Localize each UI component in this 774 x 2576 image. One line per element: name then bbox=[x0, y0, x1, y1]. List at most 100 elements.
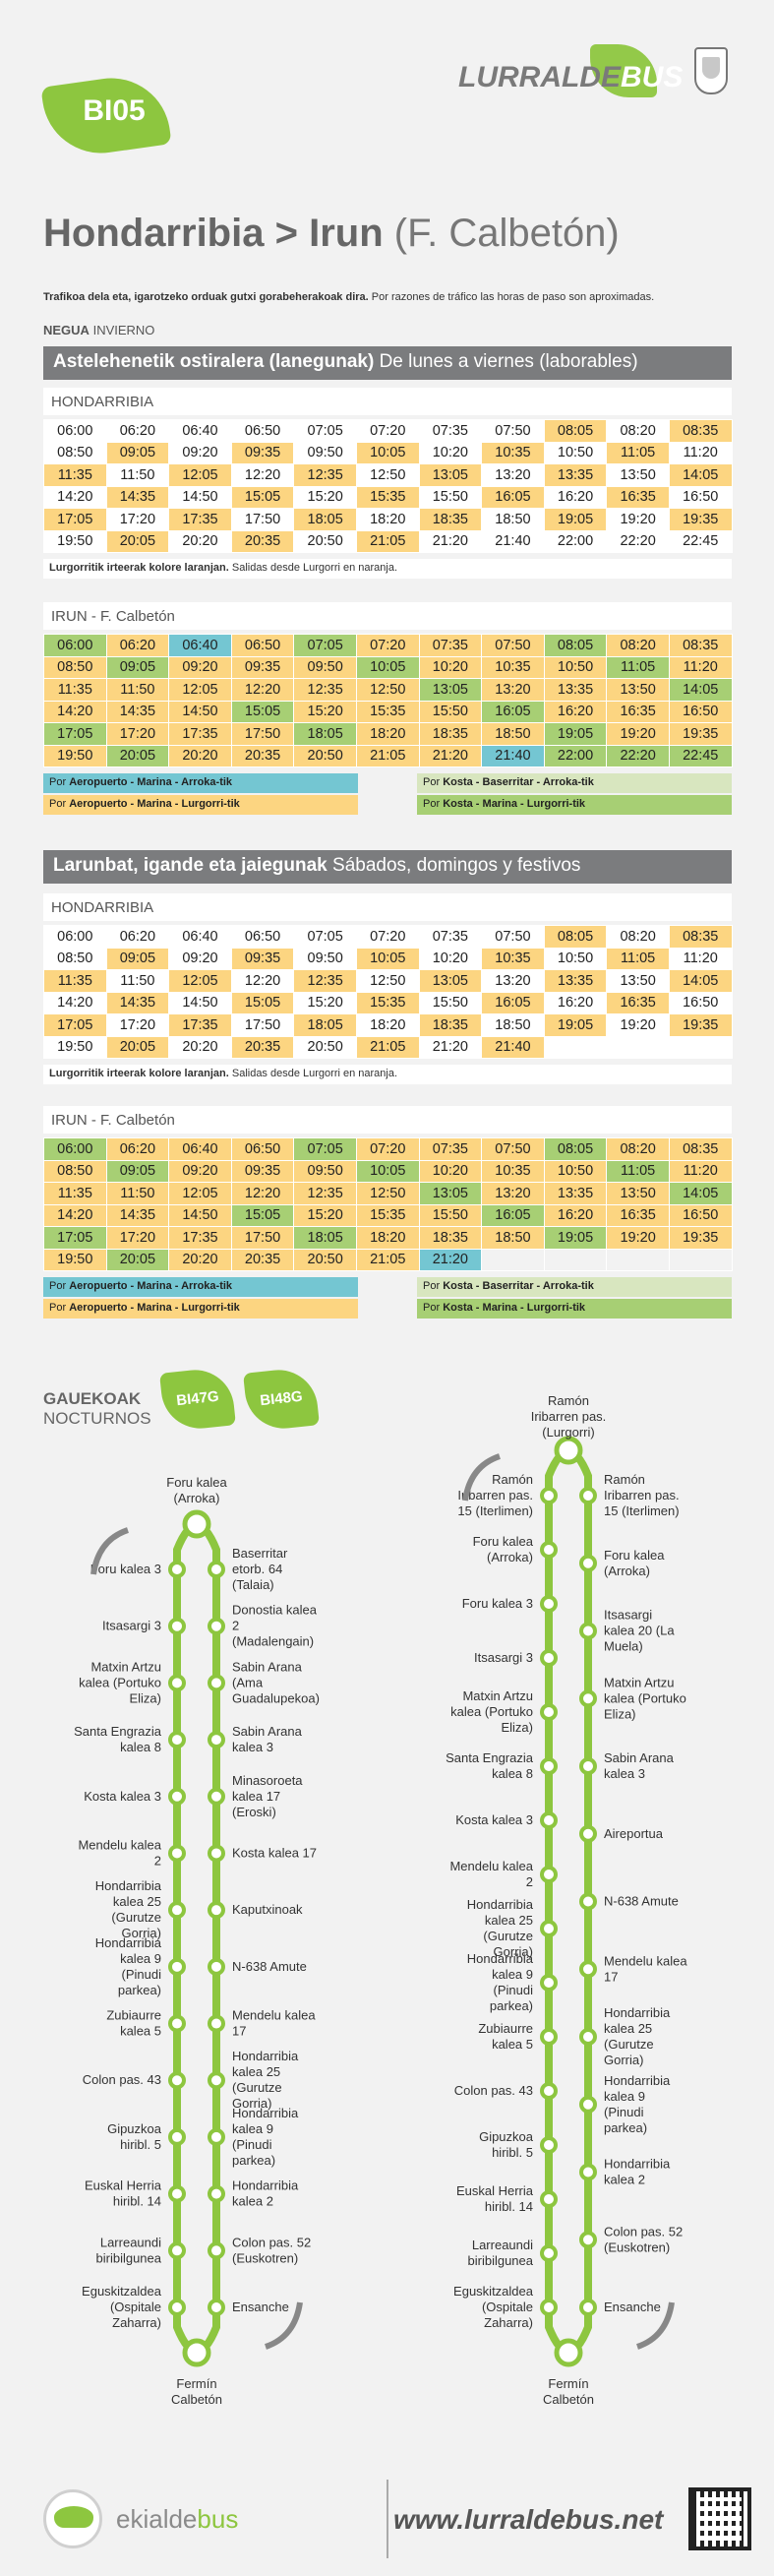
stop-label: Kaputxinoak bbox=[232, 1902, 303, 1917]
stop-label: Gipuzkoa hiribl. 5 bbox=[479, 2129, 534, 2160]
qr-code-icon[interactable] bbox=[688, 2487, 751, 2550]
time-cell: 06:50 bbox=[230, 634, 295, 657]
time-cell: 21:40 bbox=[481, 744, 545, 767]
time-cell: 08:35 bbox=[668, 634, 733, 657]
stop-label: Foru kalea 3 bbox=[462, 1596, 533, 1611]
time-cell: 07:35 bbox=[418, 1137, 483, 1161]
stop-marker bbox=[168, 2299, 186, 2316]
table-row: 19:50 20:05 20:20 20:35 20:50 21:05 21:20 21:40… bbox=[43, 529, 733, 553]
time-cell: 17:50 bbox=[230, 1013, 295, 1037]
night-title: GAUEKOAK NOCTURNOS bbox=[43, 1389, 151, 1428]
time-cell: 10:05 bbox=[355, 1159, 420, 1183]
stop-label: Hondarribia kalea 9 (Pinudi parkea) bbox=[95, 1935, 162, 1997]
time-cell: 07:20 bbox=[355, 419, 420, 443]
stop-label: Euskal Herria hiribl. 14 bbox=[456, 2183, 534, 2214]
time-cell: 10:20 bbox=[418, 655, 483, 679]
time-cell: 14:35 bbox=[105, 485, 170, 509]
stop-marker bbox=[540, 2082, 558, 2100]
time-cell: 08:50 bbox=[43, 1159, 107, 1183]
time-cell: 18:35 bbox=[418, 1226, 483, 1250]
time-cell: 22:45 bbox=[668, 529, 733, 553]
stop-label: Colon pas. 52 (Euskotren) bbox=[604, 2224, 683, 2254]
legend-light-green: Por Kosta - Baserritar - Arroka-tik bbox=[417, 773, 732, 793]
stop-marker bbox=[208, 1901, 225, 1920]
direction-arrow-icon bbox=[264, 2301, 303, 2350]
time-cell: 15:20 bbox=[293, 700, 357, 723]
stop-label: Hondarribia kalea 9 (Pinudi parkea) bbox=[467, 1951, 534, 2013]
time-cell bbox=[668, 1035, 733, 1059]
time-cell: 09:35 bbox=[230, 441, 295, 464]
brand-logo[interactable]: LURRALDEBUS bbox=[458, 61, 684, 93]
time-cell: 08:35 bbox=[668, 925, 733, 949]
stop-marker bbox=[168, 2241, 186, 2260]
time-cell: 15:50 bbox=[418, 991, 483, 1014]
time-cell: 11:50 bbox=[105, 1182, 170, 1205]
stop-marker bbox=[168, 2071, 186, 2090]
time-cell: 17:35 bbox=[168, 722, 232, 746]
time-cell: 12:35 bbox=[293, 678, 357, 702]
stop-label: Hondarribia kalea 2 bbox=[604, 2157, 671, 2187]
time-cell: 16:20 bbox=[543, 700, 608, 723]
stop-label: Larreaundi biribilgunea bbox=[96, 2235, 162, 2265]
stop-marker bbox=[540, 1487, 558, 1504]
time-cell: 16:35 bbox=[606, 1203, 670, 1227]
website-link[interactable]: www.lurraldebus.net bbox=[393, 2504, 664, 2535]
season-label: NEGUA INVIERNO bbox=[43, 323, 155, 337]
stop-label: N-638 Amute bbox=[604, 1894, 679, 1909]
time-cell: 08:20 bbox=[606, 634, 670, 657]
weekday-irun-table: 06:00 06:20 06:40 06:50 07:05 07:20 07:35 07:50… bbox=[43, 634, 733, 767]
time-cell: 21:40 bbox=[481, 529, 545, 553]
stop-marker bbox=[540, 1703, 558, 1721]
terminal-stop bbox=[182, 2338, 211, 2367]
time-cell: 18:05 bbox=[293, 1226, 357, 1250]
time-cell: 13:20 bbox=[481, 463, 545, 487]
time-cell: 10:05 bbox=[355, 655, 420, 679]
time-cell: 19:50 bbox=[43, 1248, 107, 1271]
stop-label: Kosta kalea 3 bbox=[84, 1789, 161, 1804]
stop-label: Eguskitzaldea (Ospitale Zaharra) bbox=[82, 2284, 162, 2330]
time-cell: 08:50 bbox=[43, 655, 107, 679]
time-cell: 14:05 bbox=[668, 969, 733, 993]
time-cell: 17:05 bbox=[43, 1226, 107, 1250]
time-cell: 18:05 bbox=[293, 508, 357, 531]
legend-orange: Por Aeropuerto - Marina - Lurgorri-tik bbox=[43, 795, 358, 815]
stop-label: Ramón Iribarren pas. (Lurgorri) bbox=[531, 1393, 607, 1440]
time-cell: 16:50 bbox=[668, 700, 733, 723]
weekday-heading: Astelehenetik ostiralera (lanegunak) De … bbox=[43, 346, 732, 380]
time-cell: 22:20 bbox=[606, 529, 670, 553]
time-cell bbox=[543, 1248, 608, 1271]
time-cell: 19:05 bbox=[543, 722, 608, 746]
time-cell: 19:35 bbox=[668, 1226, 733, 1250]
time-cell: 17:05 bbox=[43, 508, 107, 531]
time-cell: 20:50 bbox=[293, 529, 357, 553]
time-cell: 22:45 bbox=[668, 744, 733, 767]
time-cell: 12:50 bbox=[355, 969, 420, 993]
stop-marker bbox=[579, 2028, 597, 2046]
weekday-hondarribia-table: 06:00 06:20 06:40 06:50 07:05 07:20 07:35 07:50… bbox=[43, 419, 733, 553]
stop-label: Mendelu kalea 17 bbox=[232, 2008, 316, 2039]
time-cell: 20:50 bbox=[293, 1035, 357, 1059]
stop-marker bbox=[208, 1731, 225, 1749]
stop-marker bbox=[168, 1617, 186, 1635]
stop-marker bbox=[168, 2127, 186, 2146]
time-cell: 20:05 bbox=[105, 744, 170, 767]
time-cell: 16:35 bbox=[606, 700, 670, 723]
stop-marker bbox=[168, 1731, 186, 1749]
stop-marker bbox=[540, 2028, 558, 2046]
time-cell: 06:00 bbox=[43, 419, 107, 443]
time-cell: 14:20 bbox=[43, 1203, 107, 1227]
time-cell: 07:50 bbox=[481, 634, 545, 657]
table-row: 11:35 11:50 12:05 12:20 12:35 12:50 13:05 13:20… bbox=[43, 463, 733, 487]
stop-label: Ensanche bbox=[604, 2300, 661, 2314]
time-cell: 10:50 bbox=[543, 655, 608, 679]
stop-label: Fermín Calbetón bbox=[543, 2376, 594, 2407]
stop-label: Hondarribia kalea 25 (Gurutze Gorria) bbox=[232, 2049, 299, 2111]
stop-label: Hondarribia kalea 25 (Gurutze Gorria) bbox=[604, 2005, 671, 2067]
time-cell: 15:50 bbox=[418, 485, 483, 509]
time-cell: 11:05 bbox=[606, 1159, 670, 1183]
stop-marker bbox=[208, 2299, 225, 2316]
time-cell: 21:05 bbox=[355, 1035, 420, 1059]
time-cell: 10:35 bbox=[481, 441, 545, 464]
government-crest-icon bbox=[694, 47, 728, 94]
time-cell: 22:00 bbox=[543, 529, 608, 553]
